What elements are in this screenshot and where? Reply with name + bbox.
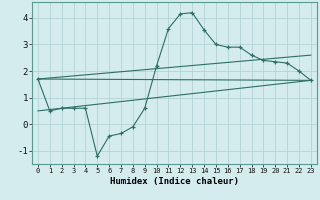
- X-axis label: Humidex (Indice chaleur): Humidex (Indice chaleur): [110, 177, 239, 186]
